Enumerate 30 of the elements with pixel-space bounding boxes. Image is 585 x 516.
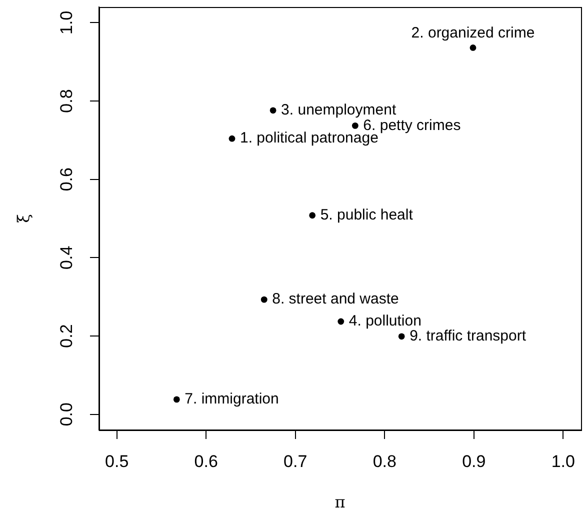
x-tick-label: 0.8 — [372, 452, 396, 471]
y-tick-label: 0.2 — [56, 324, 76, 348]
point — [270, 107, 276, 114]
y-tick-label: 0.0 — [56, 402, 76, 426]
y-tick-label: 0.8 — [56, 89, 76, 113]
point — [260, 296, 268, 303]
y-tick-label: 1.0 — [56, 10, 76, 34]
x-tick-label: 0.6 — [194, 452, 218, 471]
annotation: 5. public healt — [320, 206, 414, 224]
point — [352, 122, 358, 129]
annotation: 7. immigration — [184, 390, 279, 408]
y-axis-title: ξ — [14, 214, 33, 223]
point — [228, 135, 236, 142]
point — [173, 396, 180, 403]
annotation: 3. unemployment — [281, 102, 397, 119]
annotation: 8. street and waste — [272, 290, 399, 308]
x-tick-label: 0.9 — [462, 452, 486, 471]
annotation: 2. organized crime — [411, 24, 535, 42]
x-tick-label: 0.7 — [284, 452, 308, 471]
x-tick-label: 1.0 — [551, 452, 575, 471]
point — [338, 318, 344, 325]
point — [398, 333, 405, 340]
point — [470, 44, 476, 51]
x-axis-title: π — [334, 492, 346, 512]
annotation: 4. pollution — [348, 312, 422, 330]
y-tick-label: 0.6 — [56, 168, 76, 192]
annotation: 9. traffic transport — [410, 328, 527, 345]
y-tick-label: 0.4 — [56, 246, 76, 270]
point — [309, 212, 316, 219]
x-tick-label: 0.5 — [105, 452, 129, 471]
